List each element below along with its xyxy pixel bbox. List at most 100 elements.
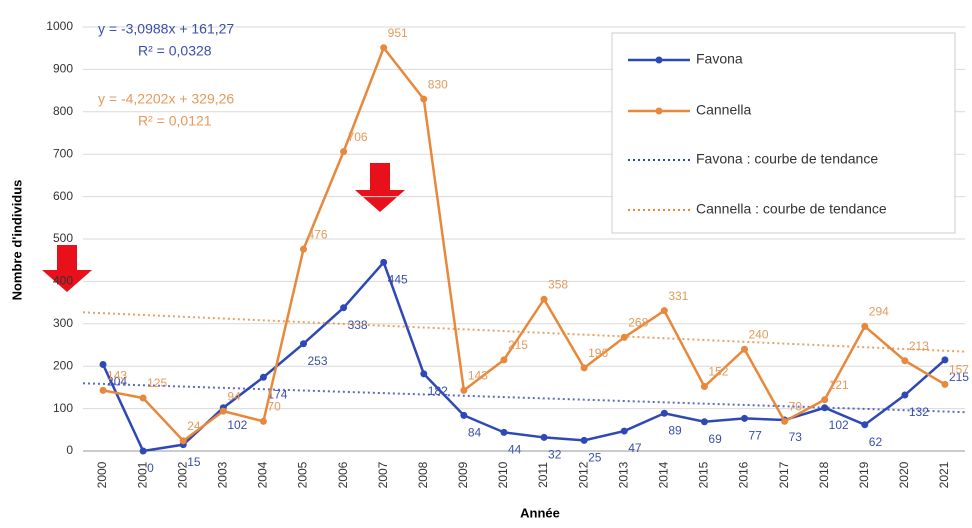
point: [861, 322, 869, 330]
point: [861, 421, 869, 429]
point: [901, 391, 909, 399]
data-label: 215: [508, 338, 528, 352]
data-label: 951: [388, 26, 408, 40]
point: [700, 418, 708, 426]
point: [460, 386, 468, 394]
point: [380, 44, 388, 52]
data-label: 0: [147, 461, 154, 475]
point: [99, 361, 107, 369]
x-tick-label: 2005: [296, 461, 310, 488]
point: [300, 245, 307, 253]
x-tick-label: 2011: [536, 462, 550, 488]
data-label: 196: [588, 346, 608, 360]
data-label: 204: [107, 375, 127, 389]
y-tick-label: 200: [53, 358, 73, 372]
data-label: 476: [308, 227, 328, 241]
point: [941, 380, 949, 388]
x-tick-label: 2000: [95, 461, 109, 488]
data-label: 213: [909, 339, 929, 353]
point: [139, 394, 147, 402]
point: [660, 307, 668, 315]
y-tick-label: 800: [53, 104, 73, 118]
point: [660, 409, 668, 417]
data-label: 445: [388, 272, 408, 286]
point: [540, 295, 548, 303]
data-label: 143: [107, 369, 127, 383]
point: [460, 411, 468, 419]
data-label: 15: [187, 455, 201, 469]
point: [700, 383, 708, 391]
data-label: 268: [628, 316, 648, 330]
point: [580, 436, 588, 444]
data-label: 73: [789, 430, 803, 444]
data-label: 24: [187, 419, 201, 433]
data-label: 132: [909, 405, 929, 419]
data-label: 102: [829, 418, 849, 432]
x-tick-label: 2017: [777, 461, 791, 488]
point: [259, 373, 267, 381]
data-label: 331: [668, 289, 688, 303]
x-tick-label: 2014: [656, 461, 670, 488]
data-label: 89: [668, 423, 682, 437]
trend-r2: R² = 0,0328: [138, 43, 212, 59]
point: [179, 437, 187, 445]
data-label: 102: [227, 418, 247, 432]
point: [941, 356, 949, 364]
x-tick-label: 2020: [897, 461, 911, 488]
trend-equation: y = -3,0988x + 161,27: [98, 21, 234, 37]
data-label: 44: [508, 443, 522, 457]
x-tick-label: 2002: [175, 461, 189, 488]
y-axis-title: Nombre d'individus: [9, 180, 24, 301]
data-label: 70: [789, 399, 803, 413]
data-label: 84: [468, 426, 482, 440]
y-tick-label: 400: [53, 274, 73, 288]
trend-line: [82, 382, 966, 414]
legend-label: Cannella : courbe de tendance: [696, 201, 887, 217]
trend-r2: R² = 0,0121: [138, 113, 212, 129]
x-tick-label: 2004: [256, 461, 270, 488]
x-tick-label: 2012: [576, 461, 590, 488]
x-tick-label: 2021: [937, 461, 951, 488]
point: [500, 428, 508, 436]
legend-label: Cannella: [696, 102, 751, 118]
data-label: 157: [949, 363, 969, 377]
point: [380, 258, 388, 266]
data-label: 294: [869, 305, 889, 319]
point: [300, 340, 307, 348]
point: [420, 95, 428, 103]
point: [500, 356, 508, 364]
x-tick-label: 2018: [817, 461, 831, 488]
x-tick-label: 2001: [135, 461, 149, 488]
x-tick-label: 2007: [376, 461, 390, 488]
y-tick-label: 700: [53, 146, 73, 160]
y-tick-label: 0: [66, 443, 73, 457]
point: [781, 417, 789, 425]
y-tick-label: 1000: [46, 19, 73, 33]
data-label: 240: [749, 327, 769, 341]
data-label: 215: [949, 370, 969, 384]
point: [620, 333, 628, 341]
x-tick-label: 2006: [336, 461, 350, 488]
point: [821, 404, 829, 412]
point: [340, 304, 348, 312]
x-tick-label: 2015: [697, 461, 711, 488]
legend-box: [611, 32, 956, 234]
point: [259, 417, 267, 425]
data-label: 69: [708, 432, 722, 446]
data-label: 25: [588, 451, 602, 465]
arrow: [42, 245, 92, 292]
x-axis-title: Année: [520, 505, 560, 520]
point: [340, 148, 348, 156]
trend-equation: y = -4,2202x + 329,26: [98, 91, 234, 107]
x-tick-label: 2009: [456, 461, 470, 488]
y-tick-label: 300: [53, 316, 73, 330]
arrow: [355, 163, 405, 212]
legend-swatch: [655, 56, 663, 64]
data-label: 77: [749, 429, 763, 443]
data-label: 358: [548, 277, 568, 291]
y-tick-label: 500: [53, 231, 73, 245]
x-tick-label: 2008: [416, 461, 430, 488]
series-line: [102, 45, 946, 443]
data-label: 253: [308, 354, 328, 368]
